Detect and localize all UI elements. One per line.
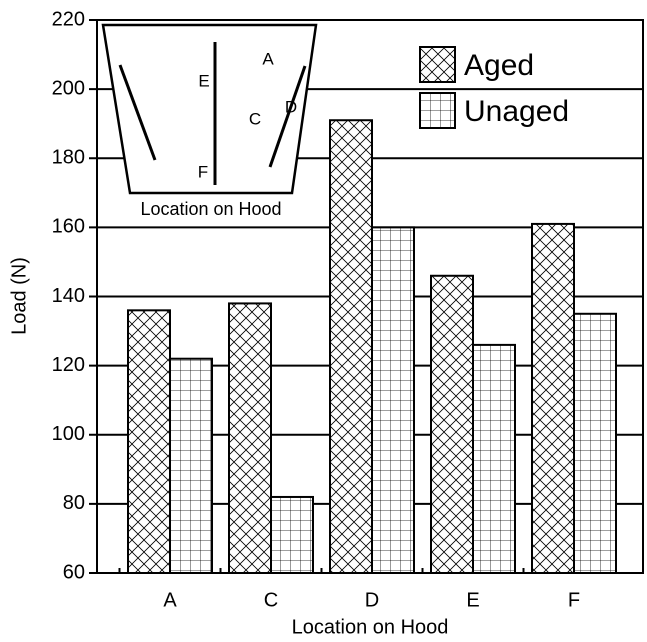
y-tick-label: 200 (52, 77, 85, 99)
y-tick-label: 180 (52, 147, 85, 169)
plot-frame (96, 19, 644, 574)
bar (371, 226, 415, 574)
bar (228, 302, 272, 574)
bar (270, 495, 314, 574)
x-tick-label: E (466, 589, 479, 611)
y-tick-label: 220 (52, 8, 85, 30)
legend-label: Unaged (464, 95, 569, 128)
bar (430, 274, 474, 574)
inset-label: E (198, 71, 209, 90)
x-axis-title: Location on Hood (292, 616, 449, 638)
inset-line (268, 65, 307, 168)
bar (329, 119, 373, 574)
inset-label: F (198, 162, 208, 181)
y-tick-label: 100 (52, 423, 85, 445)
x-tick-label: C (264, 589, 278, 611)
y-tick-label: 140 (52, 285, 85, 307)
bar (531, 222, 575, 574)
inset-title: Location on Hood (140, 199, 281, 219)
inset-label: A (262, 49, 274, 68)
inset-line (118, 64, 157, 161)
inset-outline (101, 23, 318, 195)
y-tick-label: 80 (63, 492, 85, 514)
x-tick-label: D (365, 589, 379, 611)
bar (472, 343, 516, 575)
legend-label: Aged (464, 49, 534, 82)
legend-swatch (419, 92, 456, 129)
legend-swatch (419, 46, 456, 83)
inset-label: D (285, 97, 297, 116)
y-tick-label: 60 (63, 561, 85, 583)
y-axis-title: Load (N) (8, 257, 30, 335)
bar (169, 357, 213, 574)
inset-label: C (249, 109, 261, 128)
y-tick-label: 160 (52, 216, 85, 238)
bar (573, 312, 617, 574)
x-tick-label: A (163, 589, 177, 611)
y-tick-label: 120 (52, 354, 85, 376)
x-tick-label: F (568, 589, 580, 611)
bar (127, 309, 171, 574)
